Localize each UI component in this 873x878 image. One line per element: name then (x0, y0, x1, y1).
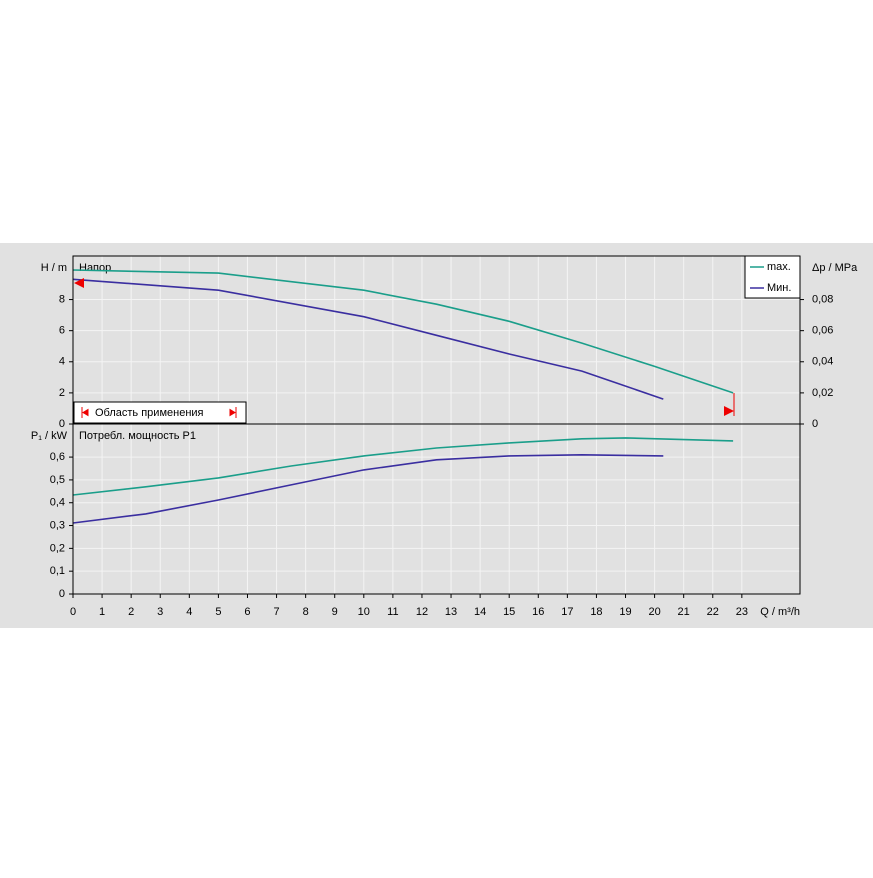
x-tick-label: 18 (590, 606, 602, 618)
x-tick-label: 7 (273, 606, 279, 618)
y-tick-label: 8 (59, 293, 65, 305)
x-tick-label: 2 (128, 606, 134, 618)
marker-right (724, 406, 734, 416)
x-tick-label: 0 (70, 606, 76, 618)
y2-axis-label: Δp / MPa (812, 262, 858, 274)
y-tick-label: 0,5 (50, 474, 65, 486)
x-tick-label: 20 (648, 606, 660, 618)
legend-label: Мин. (767, 282, 791, 294)
x-tick-label: 4 (186, 606, 192, 618)
marker-left (74, 278, 84, 288)
y2-tick-label: 0,04 (812, 356, 833, 368)
x-axis-label: Q / m³/h (760, 606, 800, 618)
y2-tick-label: 0 (812, 418, 818, 430)
x-tick-label: 12 (416, 606, 428, 618)
x-tick-label: 1 (99, 606, 105, 618)
x-tick-label: 17 (561, 606, 573, 618)
x-tick-label: 3 (157, 606, 163, 618)
y-axis-label: P₁ / kW (31, 430, 68, 442)
y-tick-label: 2 (59, 387, 65, 399)
annotation: Напор (79, 262, 111, 274)
y-tick-label: 0,2 (50, 542, 65, 554)
y-tick-label: 0,6 (50, 451, 65, 463)
y-tick-label: 4 (59, 356, 65, 368)
range-arrow-right (229, 407, 237, 418)
y-axis-label: H / m (41, 262, 67, 274)
x-tick-label: 13 (445, 606, 457, 618)
y-tick-label: 0,3 (50, 519, 65, 531)
x-tick-label: 19 (619, 606, 631, 618)
x-tick-label: 6 (244, 606, 250, 618)
x-tick-label: 5 (215, 606, 221, 618)
y-tick-label: 0,4 (50, 497, 65, 509)
x-tick-label: 21 (678, 606, 690, 618)
x-tick-label: 10 (358, 606, 370, 618)
y2-tick-label: 0,06 (812, 325, 833, 337)
x-tick-label: 22 (707, 606, 719, 618)
x-tick-label: 8 (303, 606, 309, 618)
plot-frame (72, 423, 801, 595)
series-line (72, 453, 664, 524)
y-tick-label: 0 (59, 588, 65, 600)
y-tick-label: 0 (59, 418, 65, 430)
plot-area (73, 424, 800, 594)
range-arrow-left (81, 407, 89, 418)
series-line (72, 269, 734, 394)
x-tick-label: 11 (387, 606, 398, 618)
y-tick-label: 0,1 (50, 565, 65, 577)
range-box (73, 401, 247, 424)
legend-label: max. (767, 261, 791, 273)
y2-tick-label: 0,08 (812, 293, 833, 305)
legend (744, 255, 801, 299)
range-label: Область применения (95, 407, 204, 419)
x-tick-label: 15 (503, 606, 515, 618)
series-line (72, 278, 664, 400)
x-tick-label: 9 (332, 606, 338, 618)
x-tick-label: 16 (532, 606, 544, 618)
y2-tick-label: 0,02 (812, 387, 833, 399)
series-line (72, 437, 734, 496)
x-tick-label: 14 (474, 606, 486, 618)
annotation: Потребл. мощность P1 (79, 430, 196, 442)
x-tick-label: 23 (736, 606, 748, 618)
plot-area (73, 256, 800, 424)
y-tick-label: 6 (59, 325, 65, 337)
